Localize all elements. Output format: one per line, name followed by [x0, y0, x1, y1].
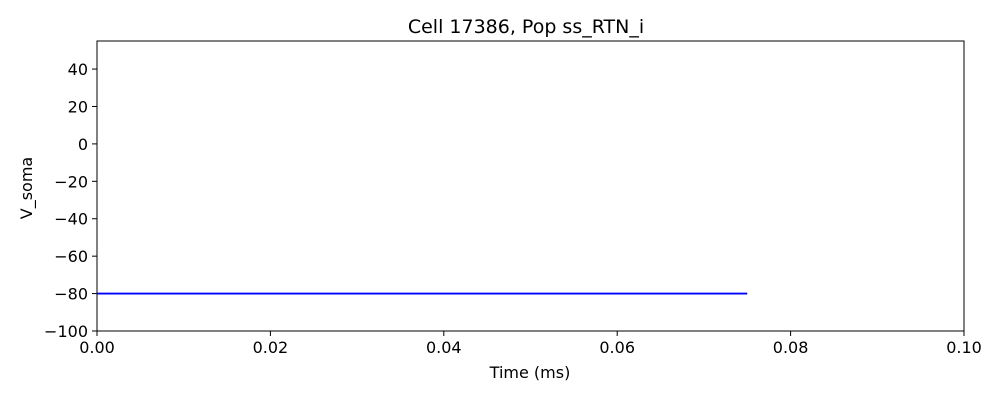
y-tick-label: −40: [54, 210, 88, 229]
y-tick-label: 20: [68, 97, 88, 116]
y-tick-label: −100: [44, 322, 88, 341]
x-tick-label: 0.04: [426, 338, 462, 357]
x-tick-label: 0.02: [253, 338, 289, 357]
y-axis: −100 −80 −60 −40 −20 0 20 40: [44, 60, 97, 341]
plot-area: [97, 41, 964, 331]
y-tick-label: −20: [54, 172, 88, 191]
x-tick-label: 0.06: [599, 338, 635, 357]
y-tick-label: 0: [78, 135, 88, 154]
x-axis-label: Time (ms): [489, 363, 571, 382]
y-tick-label: 40: [68, 60, 88, 79]
y-axis-label: V_soma: [17, 157, 37, 219]
y-tick-label: −60: [54, 247, 88, 266]
chart-title: Cell 17386, Pop ss_RTN_i: [408, 16, 644, 38]
y-tick-label: −80: [54, 285, 88, 304]
x-tick-label: 0.10: [946, 338, 982, 357]
x-tick-label: 0.08: [773, 338, 809, 357]
x-tick-label: 0.00: [79, 338, 115, 357]
x-axis: 0.00 0.02 0.04 0.06 0.08 0.10: [79, 331, 982, 357]
plot-frame: [96, 40, 965, 332]
